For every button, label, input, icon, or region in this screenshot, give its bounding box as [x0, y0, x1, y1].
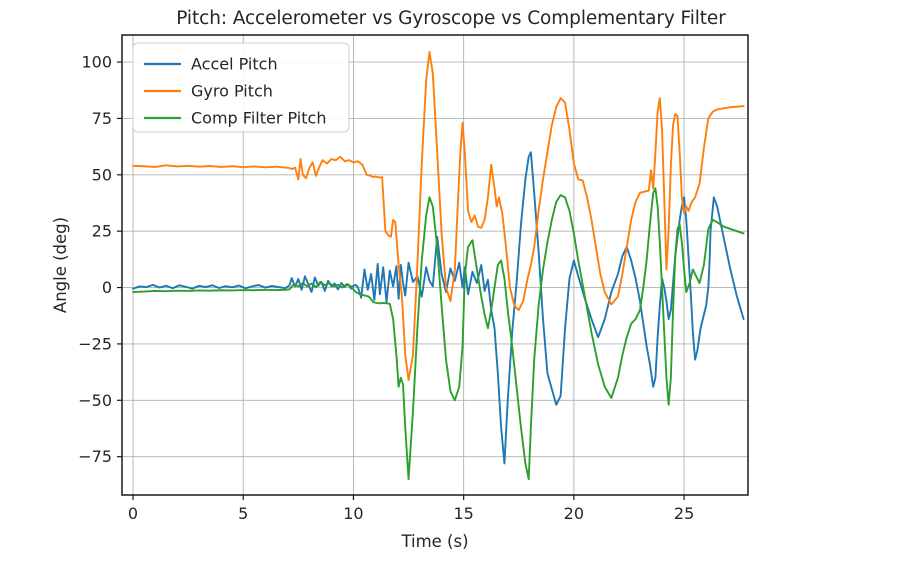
y-tick-label: 75 — [92, 109, 112, 128]
legend-label-0: Accel Pitch — [191, 55, 278, 74]
axes-frame — [121, 34, 749, 496]
y-tick-label: 25 — [92, 222, 112, 241]
x-tick-label: 25 — [674, 504, 694, 523]
legend-label-1: Gyro Pitch — [191, 82, 273, 101]
page-title: Pitch: Accelerometer vs Gyroscope vs Com… — [176, 8, 726, 29]
series-line-0 — [132, 151, 745, 465]
x-tick-label: 5 — [238, 504, 248, 523]
series-line-1 — [132, 50, 745, 381]
legend-label-2: Comp Filter Pitch — [191, 109, 326, 128]
y-tick-label: 0 — [102, 278, 112, 297]
legend-box — [132, 42, 350, 133]
y-axis-label: Angle (deg) — [51, 217, 70, 313]
y-tick-label: 100 — [81, 53, 112, 72]
x-axis-label: Time (s) — [400, 532, 468, 551]
x-tick-label: 0 — [128, 504, 138, 523]
y-tick-label: −75 — [78, 447, 112, 466]
y-tick-label: −25 — [78, 334, 112, 353]
x-tick-label: 20 — [564, 504, 584, 523]
y-tick-label: −50 — [78, 391, 112, 410]
y-tick-label: 50 — [92, 165, 112, 184]
series-line-2 — [132, 187, 745, 481]
x-tick-label: 10 — [343, 504, 363, 523]
x-tick-label: 15 — [453, 504, 473, 523]
